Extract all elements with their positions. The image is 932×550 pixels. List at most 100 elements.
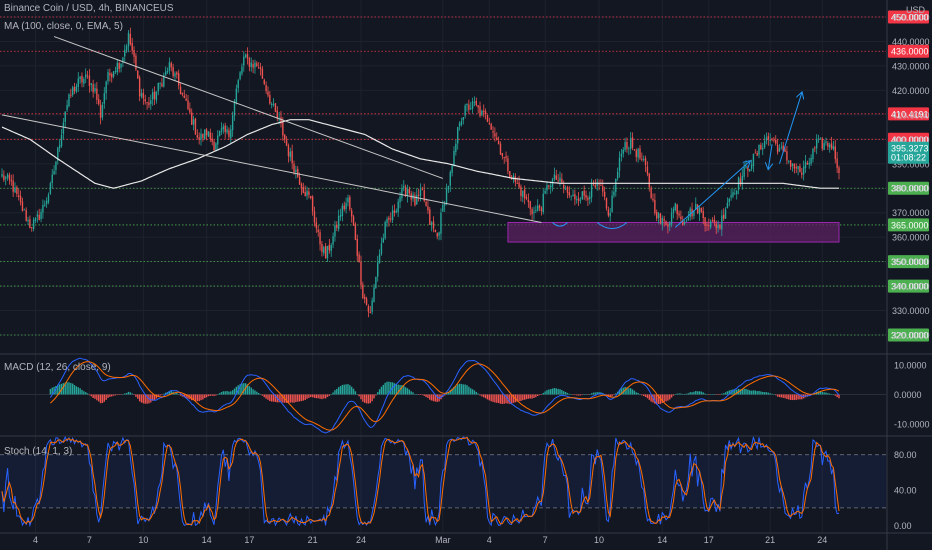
macd-histogram-bar [657, 394, 660, 404]
macd-histogram-bar [570, 394, 572, 395]
macd-histogram-bar [75, 386, 78, 395]
countdown-label: 01:08:22 [891, 153, 926, 163]
candle-body [148, 102, 150, 106]
macd-histogram-bar [191, 394, 193, 401]
level-tag-7 [888, 279, 929, 293]
macd-histogram-bar [773, 394, 775, 395]
candle-body [669, 223, 671, 226]
candle-body [546, 185, 548, 191]
candle-body [730, 195, 732, 198]
macd-histogram-bar [611, 394, 613, 397]
candle-body [185, 98, 187, 101]
macd-histogram-bar [159, 394, 161, 396]
macd-histogram-bar [436, 394, 438, 402]
macd-histogram-bar [183, 394, 185, 398]
candle-body [138, 77, 141, 97]
macd-histogram-bar [382, 384, 384, 395]
candle-body [311, 196, 314, 212]
candle-body [250, 62, 252, 67]
macd-histogram-bar [457, 384, 459, 395]
macd-histogram-bar [293, 394, 295, 403]
candle-body [806, 163, 809, 165]
candle-body [124, 49, 126, 57]
macd-histogram-bar [445, 393, 448, 395]
macd-histogram-bar [164, 392, 167, 395]
candle-body [719, 224, 721, 229]
candle-body [741, 175, 743, 185]
candle-body [315, 222, 318, 229]
candle-body [682, 220, 684, 226]
candle-body [140, 93, 143, 97]
candle-body [827, 143, 829, 147]
chart-title: Binance Coin / USD, 4h, BINANCEUS [4, 3, 174, 14]
macd-histogram-bar [261, 394, 264, 396]
macd-histogram-bar [151, 394, 154, 401]
macd-histogram-bar [187, 394, 189, 399]
macd-histogram-bar [274, 394, 277, 402]
candle-body [780, 146, 783, 148]
candle-body [810, 157, 812, 164]
macd-histogram-bar [412, 392, 414, 395]
level-tag-5 [888, 218, 929, 232]
candle-body [109, 73, 111, 76]
candle-body [350, 210, 353, 217]
candle-body [308, 191, 310, 195]
candle-body [408, 189, 411, 194]
candle-body [702, 211, 704, 219]
macd-histogram-bar [568, 393, 570, 395]
candle-body [501, 153, 504, 157]
candle-body [239, 72, 241, 80]
macd-histogram-bar [750, 390, 753, 395]
macd-histogram-bar [542, 392, 544, 395]
candle-body [388, 217, 390, 220]
macd-histogram-bar [479, 394, 481, 396]
time-tick-label-4: 17 [244, 535, 254, 545]
candle-body [523, 189, 526, 199]
candle-body [802, 166, 805, 175]
macd-histogram-bar [334, 390, 336, 395]
macd-histogram-bar [829, 393, 831, 395]
macd-histogram-bar [587, 394, 589, 395]
macd-histogram-bar [70, 382, 72, 395]
candle-body [196, 135, 198, 138]
macd-histogram-bar [66, 382, 68, 395]
price-tick-label-6: 390.0000 [892, 159, 930, 169]
macd-histogram-bar [449, 389, 451, 395]
candle-body [31, 227, 33, 228]
candle-body [589, 196, 591, 199]
level-tag-label-1: 436.0000 [891, 47, 929, 57]
macd-histogram-bar [323, 394, 325, 399]
candle-body [40, 211, 42, 220]
candle-body [330, 245, 332, 252]
macd-histogram-bar [297, 394, 299, 402]
macd-histogram-bar [345, 384, 347, 395]
candle-body [687, 217, 690, 221]
candle-body [233, 101, 236, 116]
candle-body [55, 161, 57, 170]
macd-histogram-bar [388, 381, 390, 395]
candle-body [752, 153, 755, 166]
candle-body [607, 209, 610, 216]
candle-body [62, 122, 65, 134]
candle-body [252, 64, 254, 68]
candle-body [111, 74, 113, 78]
candle-body [657, 213, 660, 218]
candle-body [291, 151, 293, 164]
macd-histogram-bar [618, 389, 621, 395]
macd-histogram-bar [795, 394, 797, 400]
candle-body [68, 94, 70, 106]
candle-body [285, 140, 288, 146]
candle-body [414, 195, 416, 206]
candle-body [5, 177, 7, 179]
macd-histogram-bar [259, 394, 262, 395]
macd-histogram-bar [423, 394, 425, 396]
candle-body [445, 188, 448, 204]
macd-histogram-bar [832, 394, 835, 395]
macd-histogram-bar [789, 394, 792, 401]
macd-histogram-bar [109, 394, 111, 397]
candle-body [114, 71, 117, 72]
candle-body [228, 130, 230, 137]
candle-body [438, 232, 440, 236]
candle-body [321, 243, 323, 252]
